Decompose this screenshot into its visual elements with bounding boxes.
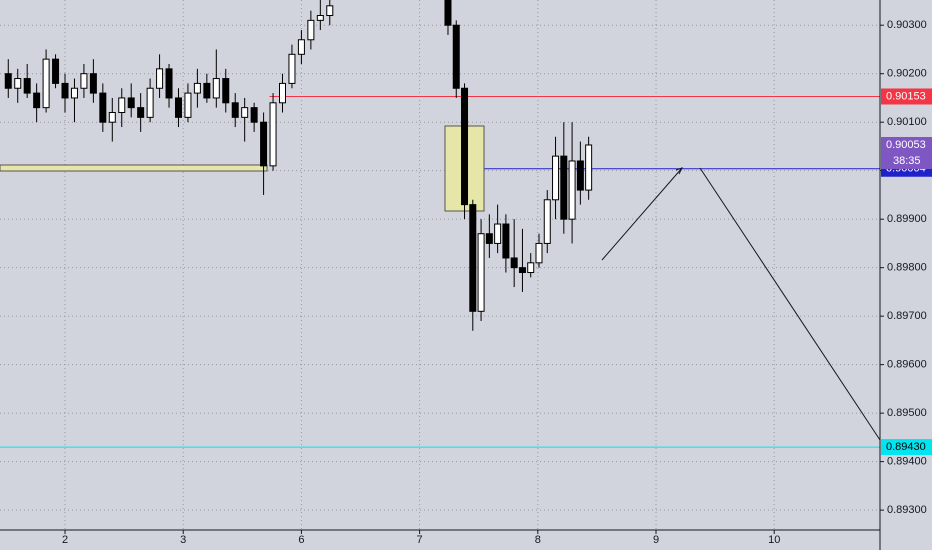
candle-body (543, 199, 551, 244)
candle-body (560, 155, 568, 220)
candle-body (568, 160, 576, 220)
candle-body (193, 82, 201, 94)
x-tick-label: 7 (417, 534, 423, 546)
y-tick-label: 0.89900 (887, 213, 927, 225)
candle-body (99, 92, 107, 123)
candle-body (146, 87, 154, 118)
x-tick-label: 2 (62, 534, 68, 546)
projection-arrow (601, 167, 683, 261)
candle-body (278, 82, 286, 104)
y-tick-label: 0.89700 (887, 310, 927, 322)
y-tick-label: 0.89500 (887, 407, 927, 419)
x-tick-label: 9 (653, 534, 659, 546)
candle-body (576, 160, 584, 191)
y-tick-label: 0.89300 (887, 504, 927, 516)
y-tick-label: 0.90100 (887, 116, 927, 128)
x-tick-label: 8 (535, 534, 541, 546)
candle-body (535, 242, 543, 264)
candle-body (52, 58, 60, 84)
candle-body (165, 68, 173, 99)
candle-body (61, 82, 69, 99)
candle-body (89, 73, 97, 94)
candle-body (269, 102, 277, 167)
zone-box (0, 164, 268, 172)
candle-body (42, 58, 50, 109)
projection-arrow (699, 167, 881, 441)
candle-body (241, 107, 249, 118)
candle-body (184, 92, 192, 118)
candle-body (231, 102, 239, 118)
y-tick-label: 0.89800 (887, 262, 927, 274)
candle-body (222, 78, 230, 104)
candle-body (527, 262, 535, 274)
candle-body (80, 73, 88, 89)
price-line-label: 0.89430 (886, 441, 926, 453)
x-tick-label: 10 (768, 534, 780, 546)
last-price-label: 0.90053 (886, 139, 926, 151)
candle-body (288, 53, 296, 84)
candle-body (212, 78, 220, 99)
y-tick-label: 0.89400 (887, 456, 927, 468)
y-tick-label: 0.89600 (887, 359, 927, 371)
x-tick-label: 3 (180, 534, 186, 546)
candle-body (316, 15, 324, 21)
candle-body (452, 24, 460, 89)
axes: 0.903000.902000.901000.900000.899000.898… (62, 19, 932, 546)
candle-body (469, 204, 477, 312)
price-lines (0, 95, 880, 448)
y-tick-label: 0.90200 (887, 68, 927, 80)
candle-body (477, 233, 485, 312)
candle-body (23, 78, 31, 94)
arrow-head (675, 167, 683, 175)
candle-body (518, 267, 526, 274)
candle-body (250, 107, 258, 123)
candle-body (307, 19, 315, 41)
candle-body (4, 73, 12, 89)
candle-body (174, 97, 182, 118)
y-tick-label: 0.90300 (887, 19, 927, 31)
candle-body (156, 68, 164, 89)
x-tick-label: 6 (298, 534, 304, 546)
candle-body (33, 92, 41, 109)
candle-body (14, 78, 22, 89)
countdown-box (881, 152, 932, 169)
candle-body (108, 111, 116, 123)
candle-body (461, 87, 469, 206)
candle-body (70, 87, 78, 99)
candle-body (326, 5, 334, 17)
countdown: 38:35 (893, 155, 921, 167)
price-line-label-box (881, 439, 932, 456)
candle-body (502, 223, 510, 259)
candle-body (585, 144, 593, 191)
candle-body (118, 97, 126, 113)
grid (0, 0, 880, 530)
candle-body (203, 82, 211, 99)
price-line-label-box (881, 88, 932, 105)
candle-body (485, 233, 493, 244)
candle-body (494, 223, 502, 244)
candle-body (137, 107, 145, 118)
candle-body (510, 257, 518, 269)
candle-body (127, 97, 135, 109)
last-price-label-box (881, 136, 932, 153)
candle-body (444, 0, 452, 26)
candle-body (260, 121, 268, 167)
candles (4, 0, 593, 331)
candle-body (297, 39, 305, 55)
candle-body (552, 155, 560, 201)
price-line-label: 0.90153 (886, 90, 926, 102)
